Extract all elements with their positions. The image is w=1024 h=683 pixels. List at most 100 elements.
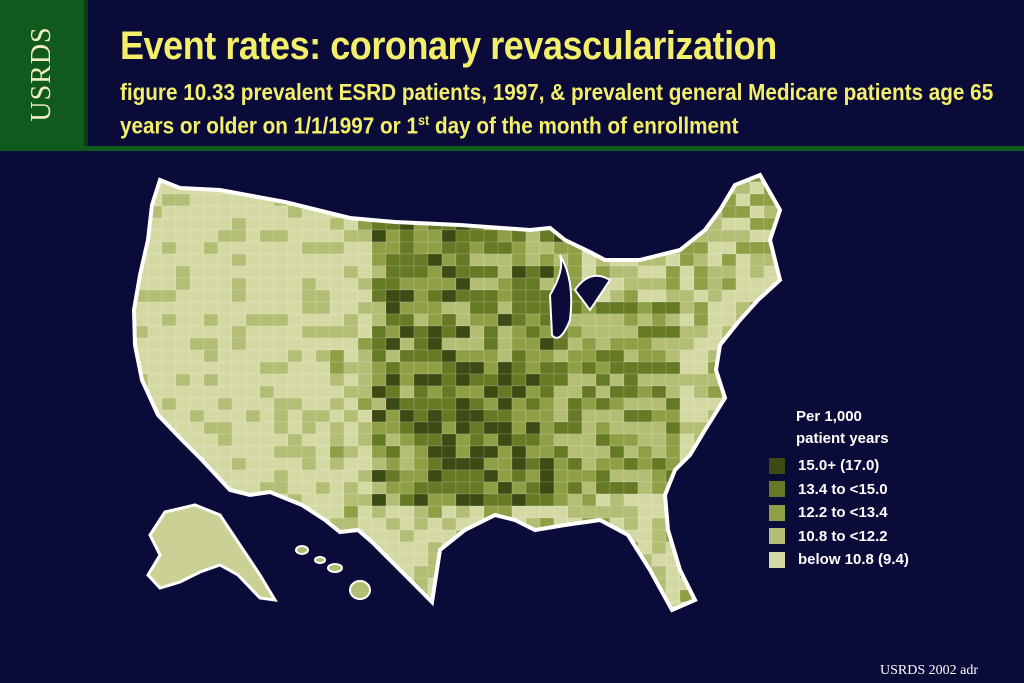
county-cell [441, 229, 457, 243]
county-cell [203, 481, 219, 495]
county-cell [595, 301, 611, 315]
county-cell [693, 253, 709, 267]
county-cell [763, 175, 779, 183]
county-cell [427, 193, 443, 207]
county-cell [245, 301, 261, 315]
county-cell [442, 626, 456, 630]
county-cell [609, 577, 625, 591]
county-cell [134, 373, 135, 387]
county-cell [456, 626, 470, 630]
county-cell [231, 175, 247, 183]
county-cell [217, 385, 233, 399]
county-cell [413, 565, 429, 579]
county-cell [399, 337, 415, 351]
county-cell [581, 541, 597, 555]
county-cell [203, 253, 219, 267]
county-cell [399, 469, 415, 483]
county-cell [469, 289, 485, 303]
county-cell [749, 229, 765, 243]
county-cell [637, 481, 653, 495]
county-cell [399, 541, 415, 555]
county-cell [638, 614, 652, 626]
county-cell [497, 481, 513, 495]
county-cell [357, 397, 373, 411]
county-cell [371, 361, 387, 375]
county-cell [568, 626, 582, 630]
county-cell [595, 175, 611, 183]
county-cell [623, 265, 639, 279]
county-cell [624, 626, 638, 630]
county-cell [693, 409, 709, 423]
county-cell [189, 409, 205, 423]
county-cell [147, 505, 163, 519]
county-cell [371, 505, 387, 519]
county-cell [469, 445, 485, 459]
county-cell [357, 553, 373, 567]
county-cell [217, 175, 233, 183]
county-cell [665, 253, 681, 267]
county-cell [217, 409, 233, 423]
county-cell [609, 601, 625, 610]
county-cell [343, 385, 359, 399]
county-cell [231, 277, 247, 291]
county-cell [693, 505, 709, 519]
county-cell [554, 626, 568, 630]
county-cell [259, 181, 275, 195]
county-cell [511, 493, 527, 507]
county-cell [427, 181, 443, 195]
county-cell [567, 385, 583, 399]
county-cell [707, 541, 723, 555]
county-cell [259, 445, 275, 459]
county-cell [511, 373, 527, 387]
county-cell [525, 361, 541, 375]
county-cell [455, 373, 471, 387]
county-cell [315, 277, 331, 291]
county-cell [735, 481, 751, 495]
county-cell [427, 529, 443, 543]
county-cell [497, 565, 513, 579]
county-cell [329, 457, 345, 471]
county-cell [595, 565, 611, 579]
county-cell [413, 481, 429, 495]
county-cell [777, 601, 780, 610]
county-cell [749, 313, 765, 327]
county-cell [371, 301, 387, 315]
county-cell [315, 361, 331, 375]
county-cell [777, 361, 780, 375]
county-cell [399, 445, 415, 459]
county-cell [483, 541, 499, 555]
county-cell [483, 529, 499, 543]
county-cell [707, 253, 723, 267]
county-cell [427, 469, 443, 483]
county-cell [273, 217, 289, 231]
county-cell [385, 505, 401, 519]
county-cell [371, 457, 387, 471]
county-cell [175, 349, 191, 363]
county-cell [609, 481, 625, 495]
county-cell [581, 481, 597, 495]
county-cell [189, 433, 205, 447]
county-cell [749, 505, 765, 519]
county-cell [792, 590, 800, 602]
county-cell [287, 469, 303, 483]
county-cell [595, 409, 611, 423]
county-cell [539, 601, 555, 610]
county-cell [483, 385, 499, 399]
county-cell [623, 205, 639, 219]
county-cell [413, 385, 429, 399]
county-cell [414, 626, 428, 630]
county-cell [441, 193, 457, 207]
county-cell [273, 373, 289, 387]
county-cell [567, 349, 583, 363]
county-cell [273, 433, 289, 447]
county-cell [399, 529, 415, 543]
county-cell [679, 337, 695, 351]
county-cell [175, 289, 191, 303]
county-cell [329, 289, 345, 303]
county-cell [357, 289, 373, 303]
county-cell [175, 205, 191, 219]
county-cell [721, 481, 737, 495]
county-cell [637, 529, 653, 543]
county-cell [469, 589, 485, 603]
county-cell [777, 241, 780, 255]
